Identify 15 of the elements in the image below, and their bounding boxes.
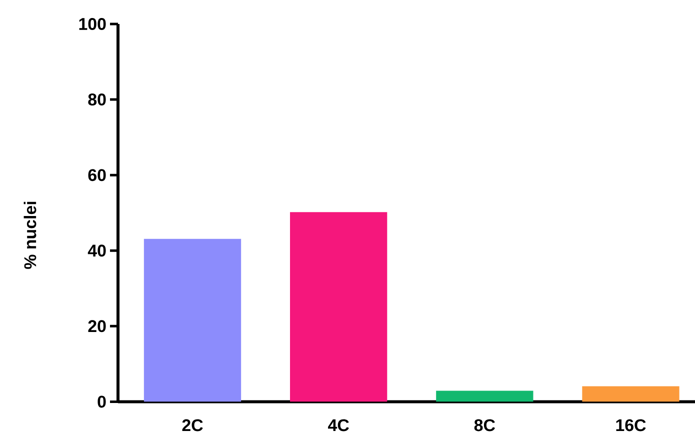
y-tick-label: 60	[88, 169, 106, 182]
y-tick-label: 0	[98, 396, 106, 408]
x-tick-label: 4C	[328, 419, 349, 432]
bar	[144, 238, 242, 402]
y-tick-label: 80	[88, 94, 106, 106]
bar	[582, 386, 680, 402]
bar	[290, 212, 388, 402]
x-tick-label: 2C	[182, 419, 203, 432]
y-tick-label: 100	[79, 18, 106, 30]
y-axis-title: % nuclei	[24, 202, 36, 269]
x-tick-label: 16C	[616, 419, 646, 432]
y-tick-label: 20	[88, 320, 106, 332]
y-tick-label: 40	[88, 244, 106, 257]
x-tick-label: 8C	[474, 419, 496, 432]
bar	[436, 390, 534, 402]
